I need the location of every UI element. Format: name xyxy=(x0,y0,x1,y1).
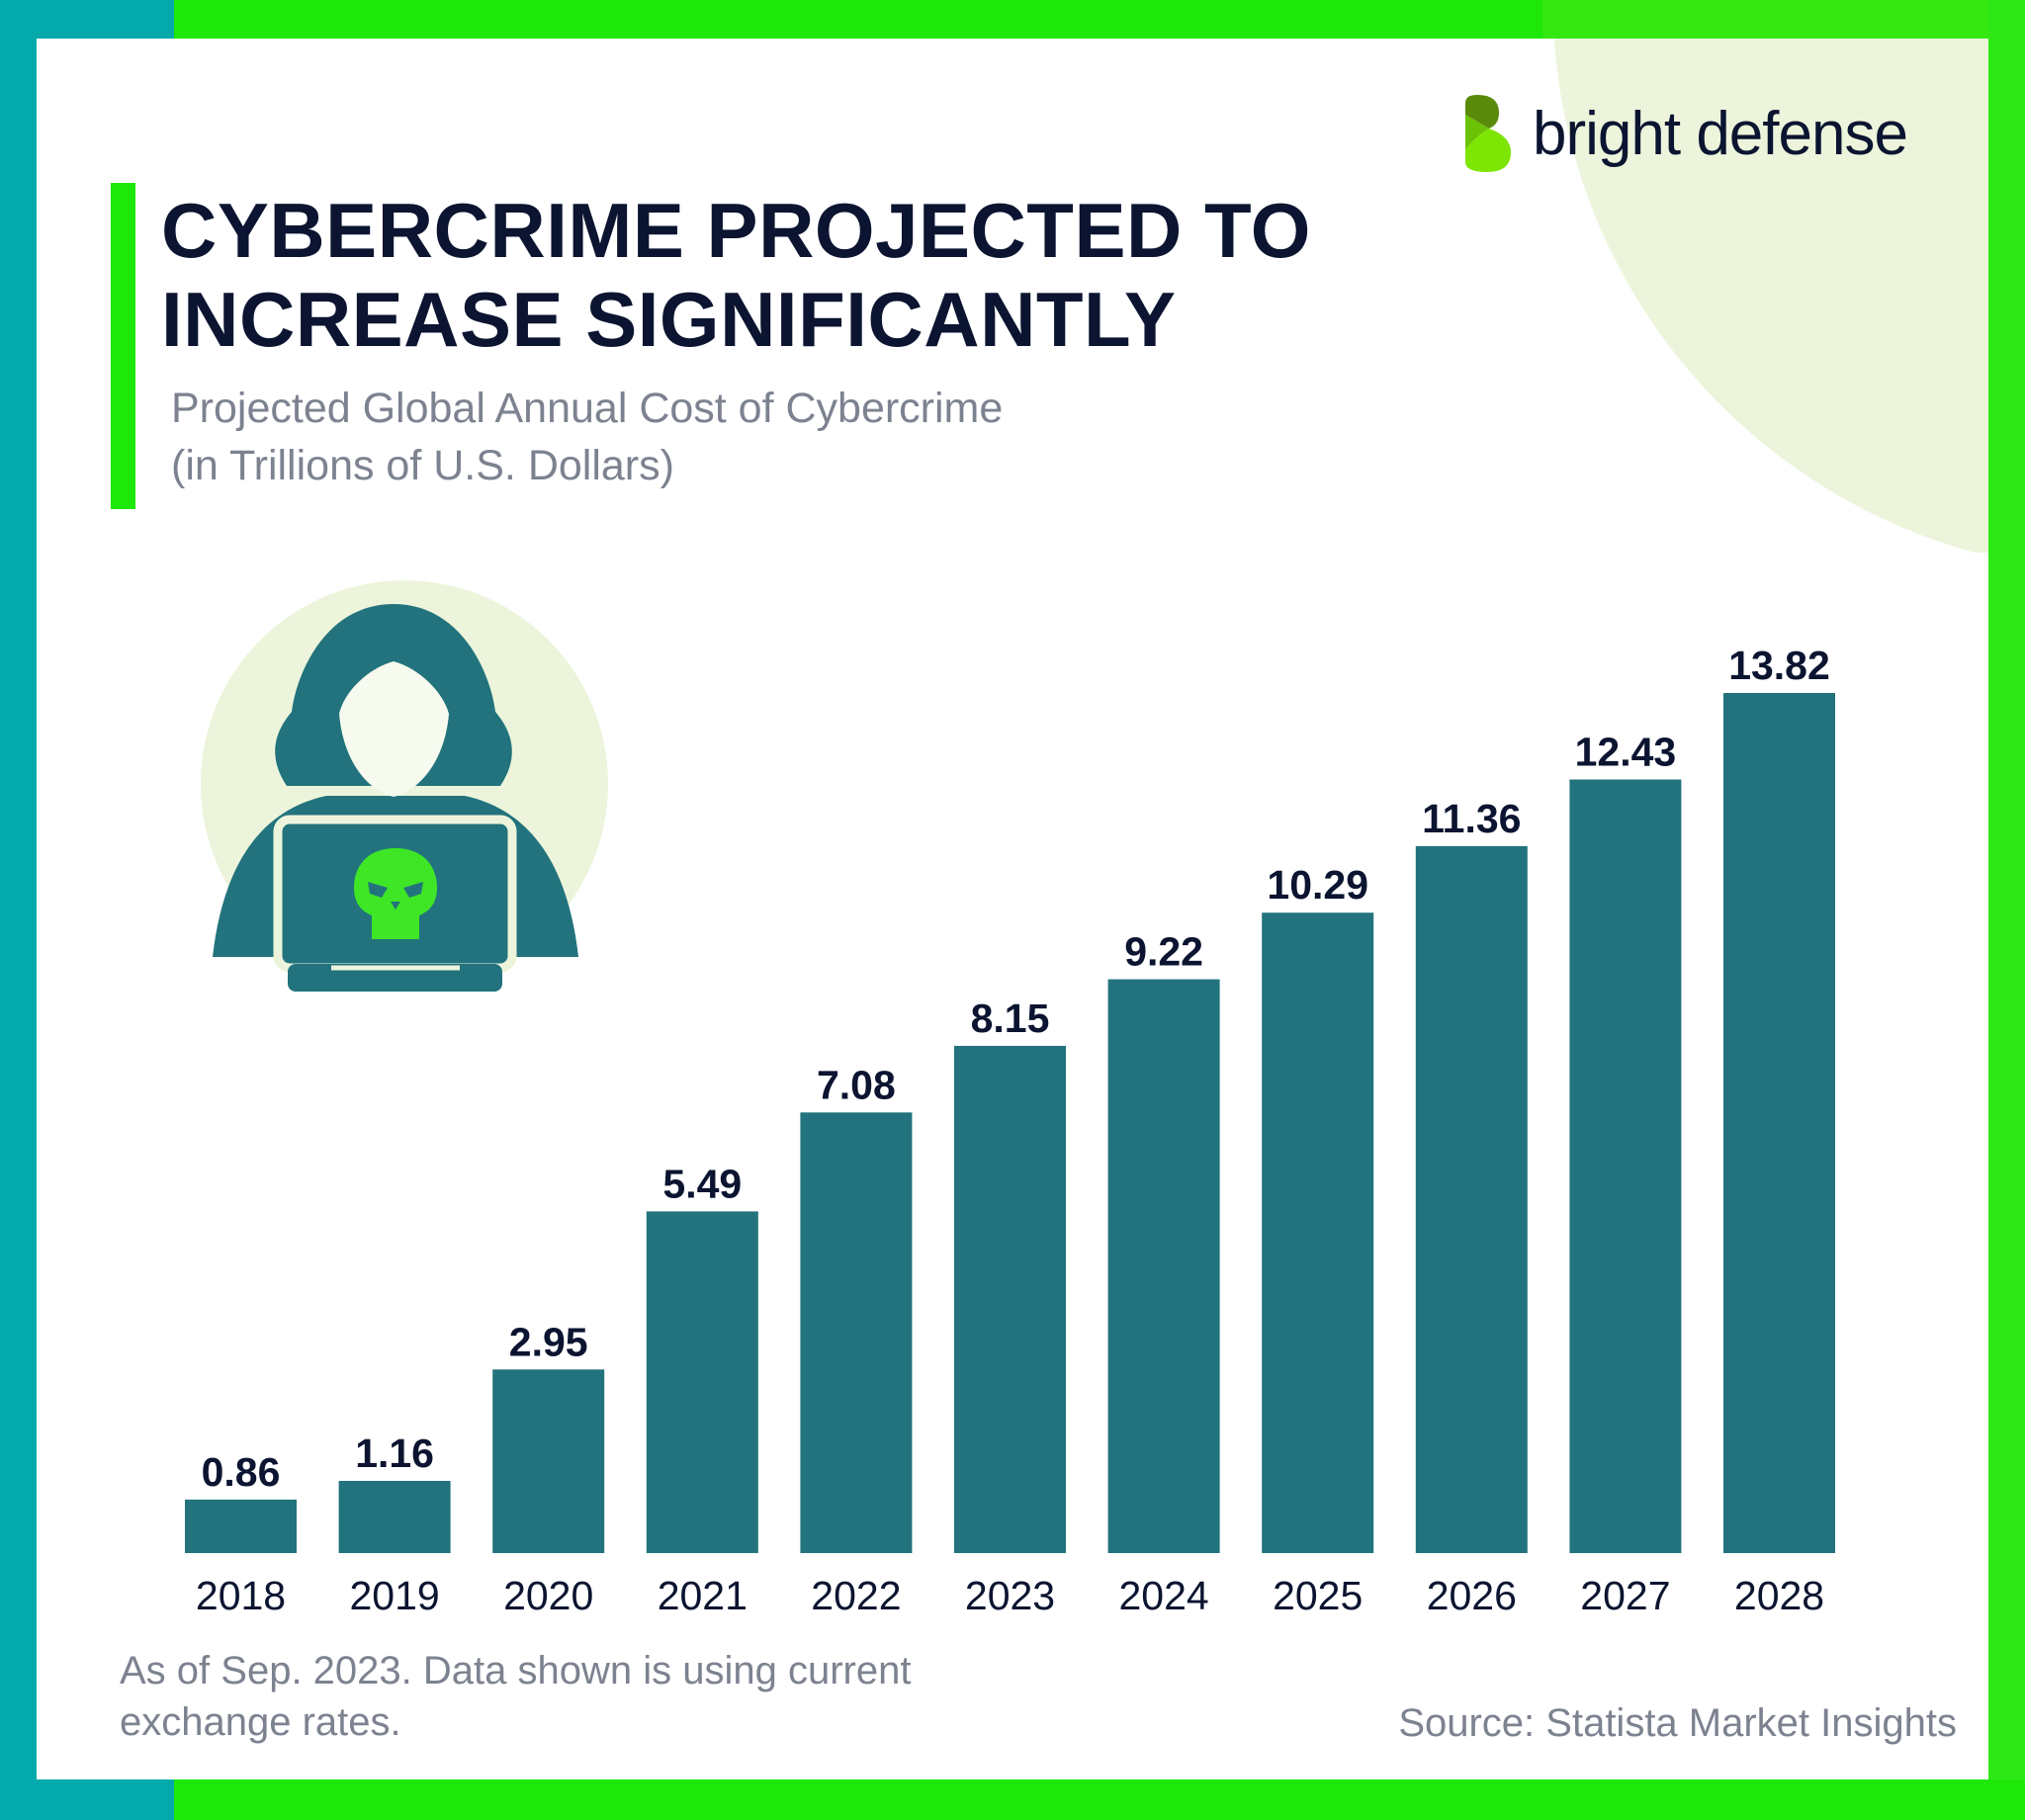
bar-2020 xyxy=(492,1369,605,1553)
frame-top-right xyxy=(1542,0,2025,39)
x-tick-label: 2027 xyxy=(1580,1573,1670,1618)
value-label: 13.82 xyxy=(1728,643,1830,688)
logo-text: bright defense xyxy=(1533,99,1908,168)
x-tick-label: 2020 xyxy=(503,1573,593,1618)
bar-2018 xyxy=(185,1499,297,1553)
x-tick-label: 2023 xyxy=(965,1573,1055,1618)
x-tick-label: 2025 xyxy=(1273,1573,1363,1618)
x-tick-label: 2022 xyxy=(811,1573,901,1618)
value-label: 0.86 xyxy=(202,1449,281,1495)
frame-left xyxy=(0,0,37,1820)
frame-bottom xyxy=(0,1779,2025,1820)
hacker-with-laptop-skull-icon xyxy=(201,580,608,992)
source-credit: Source: Statista Market Insights xyxy=(1398,1701,1957,1745)
x-tick-label: 2024 xyxy=(1118,1573,1208,1618)
bar-2019 xyxy=(338,1480,451,1553)
footnote: As of Sep. 2023. Data shown is using cur… xyxy=(120,1645,1010,1748)
frame-corner-bottom xyxy=(0,1779,174,1820)
page-title: CYBERCRIME PROJECTED TO INCREASE SIGNIFI… xyxy=(161,186,1311,364)
title-accent-bar xyxy=(111,183,135,509)
brand-logo: bright defense xyxy=(1465,95,1908,172)
bar-chart: 0.86 2018 1.16 2019 2.95 2020 5.49 2021 7.08 2022… xyxy=(185,643,1835,1618)
skull-icon xyxy=(354,848,437,939)
footnote-line-2: exchange rates. xyxy=(120,1700,401,1744)
value-label: 9.22 xyxy=(1124,929,1203,975)
bar-2027 xyxy=(1569,779,1682,1553)
title-line-2: INCREASE SIGNIFICANTLY xyxy=(161,276,1177,363)
logo-b-icon xyxy=(1465,95,1511,172)
value-label: 5.49 xyxy=(662,1161,742,1206)
value-label: 11.36 xyxy=(1422,796,1521,841)
value-label: 8.15 xyxy=(971,996,1050,1041)
bar-2023 xyxy=(954,1045,1066,1553)
decorative-circle xyxy=(1542,39,1988,553)
bar-2026 xyxy=(1415,845,1528,1553)
x-tick-label: 2026 xyxy=(1427,1573,1517,1618)
value-label: 1.16 xyxy=(355,1430,434,1476)
x-tick-label: 2028 xyxy=(1734,1573,1824,1618)
title-line-1: CYBERCRIME PROJECTED TO xyxy=(161,187,1311,274)
bar-2028 xyxy=(1723,693,1835,1553)
footnote-line-1: As of Sep. 2023. Data shown is using cur… xyxy=(120,1649,912,1692)
subtitle-line-1: Projected Global Annual Cost of Cybercri… xyxy=(171,385,1004,432)
bar-2025 xyxy=(1262,912,1374,1553)
value-label: 2.95 xyxy=(509,1319,588,1364)
bar-2021 xyxy=(646,1211,758,1553)
x-tick-label: 2018 xyxy=(196,1573,286,1618)
x-tick-label: 2019 xyxy=(349,1573,439,1618)
frame-right xyxy=(1988,0,2025,1820)
frame-corner-top xyxy=(0,0,174,39)
bar-2024 xyxy=(1107,979,1220,1553)
subtitle-line-2: (in Trillions of U.S. Dollars) xyxy=(171,442,674,489)
x-tick-label: 2021 xyxy=(658,1573,748,1618)
bar-2022 xyxy=(800,1112,913,1553)
value-label: 10.29 xyxy=(1267,862,1368,908)
value-label: 7.08 xyxy=(817,1062,896,1107)
chart-subtitle: Projected Global Annual Cost of Cybercri… xyxy=(171,380,1003,494)
value-label: 12.43 xyxy=(1575,730,1677,775)
